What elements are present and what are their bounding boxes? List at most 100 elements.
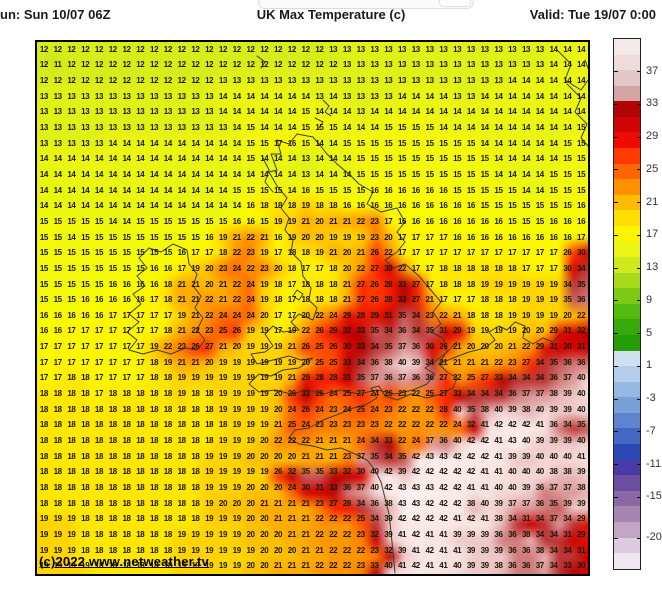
- isle-of-man-coastline: [292, 289, 304, 301]
- grid-temperature-value: 19: [521, 310, 531, 320]
- grid-temperature-value: 19: [508, 326, 517, 336]
- grid-temperature-value: 15: [397, 154, 407, 164]
- grid-temperature-value: 12: [246, 60, 255, 70]
- grid-temperature-value: 15: [453, 185, 462, 195]
- grid-temperature-value: 14: [177, 185, 187, 195]
- grid-temperature-value: 18: [136, 561, 145, 571]
- grid-temperature-value: 13: [287, 76, 297, 86]
- grid-temperature-value: 21: [425, 295, 435, 305]
- grid-temperature-value: 14: [549, 60, 559, 70]
- grid-temperature-value: 18: [315, 279, 324, 289]
- grid-temperature-value: 34: [466, 389, 476, 399]
- grid-temperature-value: 41: [439, 529, 448, 539]
- grid-temperature-value: 14: [287, 154, 297, 164]
- grid-temperature-value: 42: [508, 420, 517, 430]
- grid-temperature-value: 18: [163, 545, 173, 555]
- grid-temperature-value: 18: [150, 482, 159, 492]
- grid-temperature-value: 15: [563, 138, 572, 148]
- valid-label: Valid: Tue 19/07 0:00: [529, 7, 656, 22]
- grid-temperature-value: 33: [301, 389, 311, 399]
- grid-temperature-value: 14: [39, 185, 49, 195]
- grid-temperature-value: 21: [315, 435, 324, 445]
- grid-temperature-value: 39: [397, 467, 407, 477]
- grid-temperature-value: 21: [301, 216, 311, 226]
- grid-temperature-value: 17: [425, 263, 435, 273]
- grid-temperature-value: 15: [356, 169, 366, 179]
- grid-temperature-value: 18: [67, 420, 76, 430]
- grid-temperature-value: 20: [246, 514, 255, 524]
- grid-temperature-value: 16: [150, 263, 159, 273]
- grid-temperature-value: 14: [453, 123, 462, 133]
- grid-temperature-value: 37: [549, 514, 559, 524]
- grid-temperature-value: 18: [287, 201, 297, 211]
- grid-temperature-value: 19: [260, 326, 269, 336]
- grid-temperature-value: 17: [411, 248, 421, 258]
- grid-temperature-value: 13: [425, 60, 435, 70]
- grid-temperature-value: 18: [177, 467, 187, 477]
- grid-temperature-value: 12: [287, 44, 297, 54]
- grid-temperature-value: 15: [397, 138, 407, 148]
- grid-temperature-value: 37: [425, 435, 435, 445]
- grid-temperature-value: 13: [453, 60, 462, 70]
- grid-temperature-value: 13: [163, 123, 173, 133]
- copyright-link[interactable]: (c)2022 www.netweather.tv: [39, 554, 209, 569]
- shetland-coastline: [322, 99, 332, 117]
- grid-temperature-value: 14: [494, 169, 503, 179]
- grid-temperature-value: 34: [535, 357, 545, 367]
- grid-temperature-value: 19: [521, 279, 531, 289]
- grid-temperature-value: 14: [521, 107, 531, 117]
- grid-temperature-value: 18: [205, 420, 214, 430]
- grid-temperature-value: 14: [577, 44, 586, 54]
- grid-temperature-value: 26: [301, 342, 311, 352]
- grid-temperature-value: 22: [342, 529, 352, 539]
- grid-temperature-value: 14: [94, 201, 104, 211]
- colorbar-tick-mark: [614, 136, 618, 138]
- grid-temperature-value: 37: [508, 498, 517, 508]
- grid-temperature-value: 15: [315, 185, 324, 195]
- grid-temperature-value: 18: [466, 279, 476, 289]
- grid-temperature-value: 20: [246, 498, 255, 508]
- grid-temperature-value: 13: [384, 44, 393, 54]
- grid-temperature-value: 18: [177, 482, 187, 492]
- scandinavia-coastline: [556, 49, 588, 91]
- grid-temperature-value: 38: [563, 467, 572, 477]
- colorbar-band: [614, 553, 640, 569]
- grid-temperature-value: 16: [397, 185, 407, 195]
- grid-temperature-value: 20: [205, 357, 214, 367]
- grid-temperature-value: 21: [218, 342, 228, 352]
- grid-temperature-value: 12: [274, 44, 283, 54]
- grid-temperature-value: 19: [163, 357, 173, 367]
- grid-temperature-value: 22: [439, 310, 448, 320]
- grid-temperature-value: 19: [67, 561, 76, 571]
- grid-temperature-value: 16: [108, 279, 118, 289]
- colorbar-band: [614, 116, 640, 133]
- grid-temperature-value: 40: [577, 404, 586, 414]
- grid-temperature-value: 12: [163, 76, 173, 86]
- timeline-slider-thumb[interactable]: [439, 0, 471, 7]
- grid-temperature-value: 15: [370, 138, 379, 148]
- grid-temperature-value: 22: [342, 545, 352, 555]
- grid-temperature-value: 13: [218, 123, 228, 133]
- grid-temperature-value: 15: [53, 232, 63, 242]
- grid-temperature-value: 43: [397, 498, 407, 508]
- grid-temperature-value: 18: [122, 404, 131, 414]
- grid-temperature-value: 40: [535, 451, 545, 461]
- grid-temperature-value: 15: [466, 185, 476, 195]
- grid-temperature-value: 13: [122, 107, 131, 117]
- timeline-slider[interactable]: [258, 0, 474, 9]
- grid-temperature-value: 18: [274, 295, 283, 305]
- grid-temperature-value: 14: [81, 201, 90, 211]
- grid-temperature-value: 13: [480, 44, 490, 54]
- grid-temperature-value: 35: [577, 279, 586, 289]
- grid-temperature-value: 13: [81, 138, 90, 148]
- grid-temperature-value: 18: [39, 435, 49, 445]
- grid-temperature-value: 18: [67, 482, 76, 492]
- grid-temperature-value: 18: [136, 529, 145, 539]
- grid-temperature-value: 14: [287, 185, 297, 195]
- grid-temperature-value: 19: [205, 498, 214, 508]
- grid-temperature-value: 41: [397, 529, 407, 539]
- grid-temperature-value: 12: [39, 44, 49, 54]
- grid-temperature-value: 27: [205, 342, 214, 352]
- grid-temperature-value: 21: [287, 561, 297, 571]
- grid-temperature-value: 15: [384, 154, 393, 164]
